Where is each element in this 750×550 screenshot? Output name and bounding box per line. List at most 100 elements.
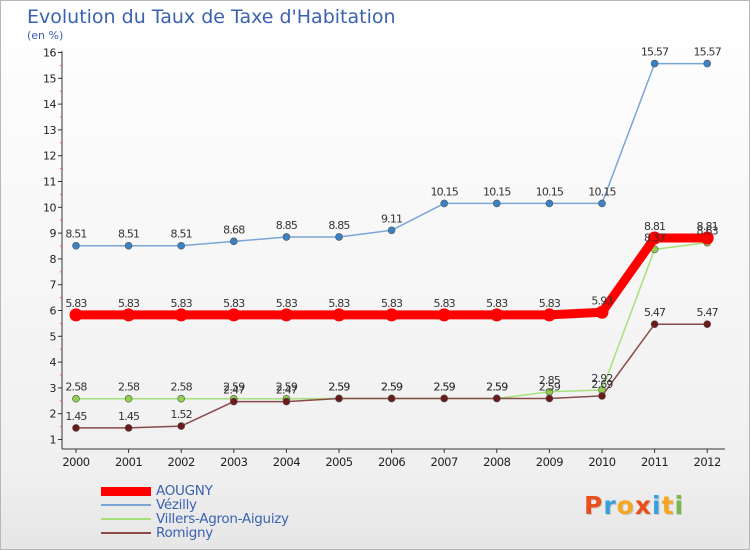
data-label-aougny: 5.83 xyxy=(171,297,193,310)
legend-item-villers: Villers-Agron-Aiguizy xyxy=(101,511,341,527)
data-label-vezilly: 8.51 xyxy=(171,228,192,241)
data-point-vezilly xyxy=(72,241,80,250)
data-point-romigny xyxy=(492,394,501,403)
data-label-villers-agron-aiguizy: 2.59 xyxy=(328,380,350,393)
data-label-villers-agron-aiguizy: 2.85 xyxy=(539,374,561,387)
y-tick-label: 8 xyxy=(50,253,57,266)
y-tick-label: 13 xyxy=(43,124,56,137)
data-point-vezilly xyxy=(703,59,712,68)
data-point-aougny xyxy=(332,308,346,322)
data-point-vezilly xyxy=(545,199,554,208)
data-label-villers-agron-aiguizy: 8.37 xyxy=(644,231,666,244)
data-label-aougny: 5.93 xyxy=(591,294,613,307)
logo-letter: P xyxy=(584,491,604,520)
data-label-romigny: 1.45 xyxy=(118,410,140,423)
data-point-vezilly xyxy=(282,233,291,241)
data-point-aougny xyxy=(69,308,83,322)
data-point-aougny xyxy=(595,305,609,319)
data-label-romigny: 2.69 xyxy=(591,378,613,391)
data-point-villers-agron-aiguizy xyxy=(124,394,133,403)
legend-label-romigny: Romigny xyxy=(156,525,213,541)
data-label-villers-agron-aiguizy: 2.92 xyxy=(591,372,612,385)
data-label-villers-agron-aiguizy: 2.59 xyxy=(223,381,245,394)
data-label-villers-agron-aiguizy: 2.59 xyxy=(486,380,508,393)
data-label-vezilly: 8.68 xyxy=(223,223,245,236)
data-label-romigny: 2.47 xyxy=(276,384,298,397)
data-label-romigny: 2.59 xyxy=(381,380,403,393)
data-label-villers-agron-aiguizy: 8.63 xyxy=(697,225,719,238)
data-label-romigny: 5.47 xyxy=(644,306,666,319)
x-tick-label: 2000 xyxy=(62,455,89,469)
data-label-villers-agron-aiguizy: 2.59 xyxy=(276,381,298,394)
y-tick-label: 7 xyxy=(50,279,57,292)
data-point-romigny xyxy=(230,397,238,406)
data-point-aougny xyxy=(279,308,293,322)
legend-item-romigny: Romigny xyxy=(101,525,341,541)
logo-letter: r xyxy=(603,491,617,520)
y-tick-label: 4 xyxy=(50,356,57,369)
data-label-romigny: 2.59 xyxy=(328,380,350,393)
data-label-aougny: 5.83 xyxy=(539,297,561,310)
y-tick-label: 1 xyxy=(50,434,57,447)
logo-letter: i xyxy=(652,491,662,520)
data-point-villers-agron-aiguizy xyxy=(72,394,80,403)
y-tick-label: 11 xyxy=(43,176,56,189)
data-point-vezilly xyxy=(124,241,133,250)
y-tick-label: 9 xyxy=(50,227,57,240)
legend-label-vezilly: Vézilly xyxy=(156,497,197,513)
data-label-vezilly: 15.57 xyxy=(693,46,721,59)
data-label-villers-agron-aiguizy: 2.59 xyxy=(434,380,456,393)
data-label-aougny: 5.83 xyxy=(223,297,245,310)
data-label-villers-agron-aiguizy: 2.58 xyxy=(171,381,193,394)
data-point-aougny xyxy=(227,308,241,322)
data-point-vezilly xyxy=(230,237,238,246)
x-tick-label: 2005 xyxy=(325,455,352,469)
data-label-aougny: 5.83 xyxy=(65,297,87,310)
data-label-villers-agron-aiguizy: 2.58 xyxy=(118,381,140,394)
legend: AOUGNY Vézilly Villers-Agron-Aiguizy Rom… xyxy=(101,483,341,541)
data-label-vezilly: 15.57 xyxy=(641,46,669,59)
legend-item-vezilly: Vézilly xyxy=(101,497,341,513)
data-label-vezilly: 8.85 xyxy=(328,219,350,232)
data-point-romigny xyxy=(545,394,554,403)
data-label-romigny: 2.59 xyxy=(486,380,508,393)
y-tick-label: 3 xyxy=(50,382,57,395)
data-label-villers-agron-aiguizy: 2.58 xyxy=(65,381,87,394)
data-label-romigny: 1.52 xyxy=(171,408,192,421)
data-label-vezilly: 10.15 xyxy=(430,185,458,198)
x-tick-label: 2009 xyxy=(536,455,563,469)
data-point-romigny xyxy=(387,394,396,403)
data-point-romigny xyxy=(598,392,606,400)
y-tick-label: 6 xyxy=(50,305,57,318)
x-tick-label: 2003 xyxy=(220,455,247,469)
x-tick-label: 2011 xyxy=(641,455,668,469)
chart-title: Evolution du Taux de Taxe d'Habitation xyxy=(27,6,396,28)
data-label-romigny: 5.47 xyxy=(697,306,719,319)
data-point-vezilly xyxy=(492,199,501,208)
x-tick-label: 2002 xyxy=(168,455,195,469)
x-tick-label: 2004 xyxy=(273,455,300,469)
data-label-vezilly: 10.15 xyxy=(536,185,564,198)
y-tick-label: 15 xyxy=(43,72,56,85)
legend-label-aougny: AOUGNY xyxy=(156,483,213,499)
y-tick-label: 14 xyxy=(43,98,56,111)
data-point-aougny xyxy=(437,308,451,322)
data-point-vezilly xyxy=(440,199,449,208)
data-label-aougny: 5.83 xyxy=(276,297,298,310)
data-point-romigny xyxy=(282,397,291,406)
x-tick-label: 2007 xyxy=(431,455,458,469)
data-point-aougny xyxy=(174,308,188,322)
x-tick-label: 2010 xyxy=(588,455,615,469)
logo-letter: i xyxy=(674,491,685,520)
logo-letter: x xyxy=(634,491,652,520)
data-point-villers-agron-aiguizy xyxy=(177,394,185,403)
x-tick-label: 2006 xyxy=(378,455,405,469)
y-tick-label: 16 xyxy=(43,47,56,60)
legend-swatch-villers xyxy=(101,518,151,520)
data-label-aougny: 5.83 xyxy=(381,297,403,310)
data-point-aougny xyxy=(542,308,556,322)
data-point-vezilly xyxy=(177,241,185,250)
